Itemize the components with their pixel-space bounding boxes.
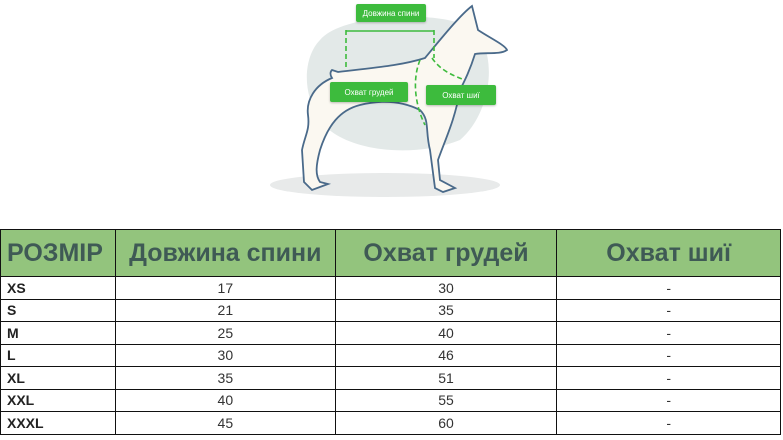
dog-measurement-diagram: Довжина спини Охват грудей Охват шиї — [260, 0, 520, 205]
cell-back-length: 30 — [114, 343, 336, 367]
cell-neck-girth: - — [556, 388, 781, 412]
cell-neck-girth: - — [556, 298, 781, 322]
table-row: L 30 46- — [0, 343, 781, 367]
cell-chest-girth: 55 — [334, 388, 558, 412]
cell-chest-girth: 30 — [334, 276, 558, 300]
table-row: XXXL 45 60- — [0, 411, 781, 435]
header-back-length: Довжина спини — [114, 229, 336, 277]
cell-back-length: 40 — [114, 388, 336, 412]
table-row: XXL 40 55- — [0, 388, 781, 412]
cell-size: S — [0, 298, 116, 322]
cell-neck-girth: - — [556, 411, 781, 435]
cell-neck-girth: - — [556, 276, 781, 300]
cell-chest-girth: 46 — [334, 343, 558, 367]
table-row: XL 35 51- — [0, 366, 781, 390]
neck-girth-label: Охват шиї — [426, 85, 496, 105]
header-neck-girth: Охват шиї — [556, 229, 781, 277]
cell-size: XXL — [0, 388, 116, 412]
cell-size: XXXL — [0, 411, 116, 435]
cell-back-length: 21 — [114, 298, 336, 322]
cell-neck-girth: - — [556, 343, 781, 367]
cell-back-length: 35 — [114, 366, 336, 390]
back-length-label: Довжина спини — [356, 4, 426, 22]
cell-chest-girth: 40 — [334, 321, 558, 345]
cell-size: M — [0, 321, 116, 345]
cell-size: XL — [0, 366, 116, 390]
cell-neck-girth: - — [556, 321, 781, 345]
cell-chest-girth: 35 — [334, 298, 558, 322]
size-chart-table: РОЗМІР Довжина спини Охват грудей Охват … — [0, 229, 781, 435]
header-size: РОЗМІР — [0, 229, 116, 277]
cell-back-length: 17 — [114, 276, 336, 300]
cell-neck-girth: - — [556, 366, 781, 390]
chest-girth-label: Охват грудей — [330, 82, 408, 102]
cell-chest-girth: 60 — [334, 411, 558, 435]
table-header-row: РОЗМІР Довжина спини Охват грудей Охват … — [0, 229, 781, 277]
table-row: M 25 40- — [0, 321, 781, 345]
cell-back-length: 45 — [114, 411, 336, 435]
table-row: S 21 35- — [0, 298, 781, 322]
cell-back-length: 25 — [114, 321, 336, 345]
cell-chest-girth: 51 — [334, 366, 558, 390]
table-row: XS 17 30- — [0, 276, 781, 300]
header-chest-girth: Охват грудей — [334, 229, 558, 277]
cell-size: L — [0, 343, 116, 367]
cell-size: XS — [0, 276, 116, 300]
